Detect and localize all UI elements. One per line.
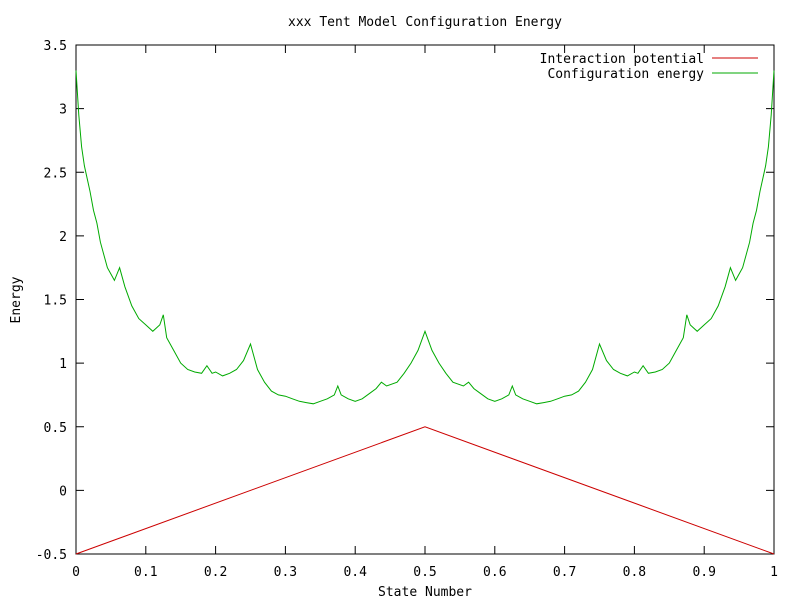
y-axis-label: Energy <box>9 276 24 323</box>
y-tick-label: 3 <box>59 103 67 118</box>
series-layer <box>75 70 775 555</box>
x-tick-label: 0 <box>72 565 80 580</box>
series-line-1 <box>75 70 775 405</box>
x-tick-label: 0.8 <box>623 565 646 580</box>
y-tick-label: 1 <box>59 357 67 372</box>
y-tick-label: 0 <box>59 484 67 499</box>
x-tick-label: 0.2 <box>204 565 227 580</box>
x-tick-label: 0.3 <box>274 565 297 580</box>
x-axis-label: State Number <box>378 585 472 600</box>
x-tick-label: 0.6 <box>483 565 506 580</box>
y-tick-label: 0.5 <box>44 421 67 436</box>
y-axis-ticks: -0.5 0 0.5 1 1.5 2 2.5 3 3.5 <box>36 39 774 563</box>
y-tick-label: 3.5 <box>44 39 67 54</box>
plot-frame <box>75 44 775 555</box>
x-tick-label: 1 <box>770 565 778 580</box>
y-tick-label: -0.5 <box>36 548 67 563</box>
chart-title: xxx Tent Model Configuration Energy <box>288 15 562 30</box>
x-tick-label: 0.1 <box>134 565 157 580</box>
x-tick-label: 0.4 <box>343 565 367 580</box>
legend-label: Configuration energy <box>547 67 704 82</box>
x-tick-label: 0.5 <box>413 565 436 580</box>
y-tick-label: 1.5 <box>44 294 67 309</box>
y-tick-label: 2 <box>59 230 67 245</box>
x-tick-label: 0.7 <box>553 565 576 580</box>
x-axis-ticks: 0 0.1 0.2 0.3 0.4 0.5 0.6 0.7 0.8 0.9 1 <box>72 45 778 580</box>
series-line-0 <box>75 426 775 555</box>
legend-label: Interaction potential <box>540 52 704 67</box>
x-tick-label: 0.9 <box>692 565 715 580</box>
y-tick-label: 2.5 <box>44 166 67 181</box>
